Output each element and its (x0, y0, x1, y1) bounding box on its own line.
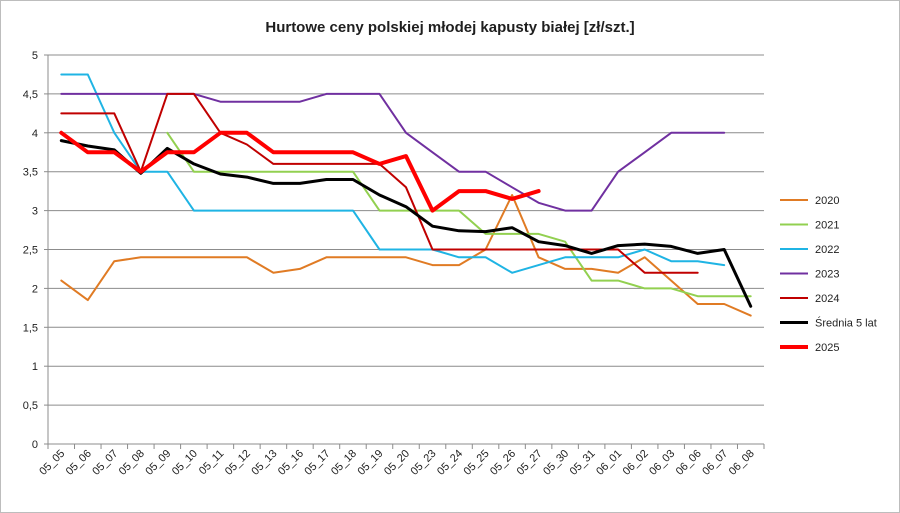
y-tick-label: 4,5 (23, 89, 38, 101)
y-tick-label: 2 (32, 283, 38, 295)
legend-label: 2021 (815, 220, 839, 232)
legend-label: 2025 (815, 342, 839, 354)
x-tick-label: 05_08 (117, 448, 147, 478)
y-tick-label: 3 (32, 206, 38, 218)
y-tick-label: 5 (32, 50, 38, 62)
chart-title: Hurtowe ceny polskiej młodej kapusty bia… (265, 19, 634, 36)
x-tick-label: 05_19 (355, 448, 385, 478)
x-tick-label: 05_09 (143, 448, 173, 478)
series-lines (59, 73, 753, 317)
series-line (59, 139, 753, 308)
x-tick-label: 05_30 (541, 448, 571, 478)
x-tick-label: 05_13 (249, 448, 279, 478)
y-tick-label: 0 (32, 439, 38, 451)
series-line (60, 92, 699, 274)
y-tick-label: 1,5 (23, 322, 38, 334)
x-tick-label: 05_17 (302, 448, 332, 478)
legend: 2020 2021 2022 2023 2024 Średnia 5 lat 2025 (780, 195, 877, 354)
series-line (60, 73, 726, 274)
x-tick-label: 06_03 (647, 448, 677, 478)
x-tick-label: 05_27 (515, 448, 545, 478)
x-tick-label: 05_20 (382, 448, 412, 478)
legend-label: 2023 (815, 269, 839, 281)
x-tick-label: 05_12 (223, 448, 253, 478)
y-tick-label: 4 (32, 128, 38, 140)
x-tick-label: 05_23 (409, 448, 439, 478)
legend-label: 2024 (815, 293, 839, 305)
series-line (59, 130, 541, 213)
y-tick-label: 1 (32, 361, 38, 373)
x-tick-label: 05_10 (170, 448, 200, 478)
x-tick-label: 05_16 (276, 448, 306, 478)
x-tick-label: 06_06 (674, 448, 704, 478)
x-tick-label: 06_01 (594, 448, 624, 478)
x-tick-label: 06_02 (621, 448, 651, 478)
x-tick-label: 05_26 (488, 448, 518, 478)
x-tick-label: 06_08 (727, 448, 757, 478)
legend-label: 2022 (815, 244, 839, 256)
x-tick-label: 05_25 (462, 448, 492, 478)
x-tick-label: 06_07 (700, 448, 730, 478)
x-tick-label: 05_07 (90, 448, 120, 478)
legend-label: Średnia 5 lat (815, 317, 877, 330)
legend-label: 2020 (815, 195, 839, 207)
x-tick-label: 05_11 (197, 448, 227, 478)
series-line (166, 131, 752, 298)
y-tick-label: 0,5 (23, 400, 38, 412)
x-axis-ticks: 05_0505_0605_0705_0805_0905_1005_1105_12… (37, 444, 765, 478)
y-tick-label: 3,5 (23, 167, 38, 179)
gridlines (48, 54, 764, 406)
x-tick-label: 05_06 (64, 448, 94, 478)
x-tick-label: 05_18 (329, 448, 359, 478)
x-tick-label: 05_05 (37, 448, 67, 478)
y-tick-label: 2,5 (23, 245, 38, 257)
x-tick-label: 05_31 (568, 448, 598, 478)
y-axis-ticks: 0 0,5 1 1,5 2 2,5 3 3,5 4 4,5 5 (23, 50, 48, 451)
x-tick-label: 05_24 (435, 448, 465, 478)
series-line (60, 194, 752, 317)
